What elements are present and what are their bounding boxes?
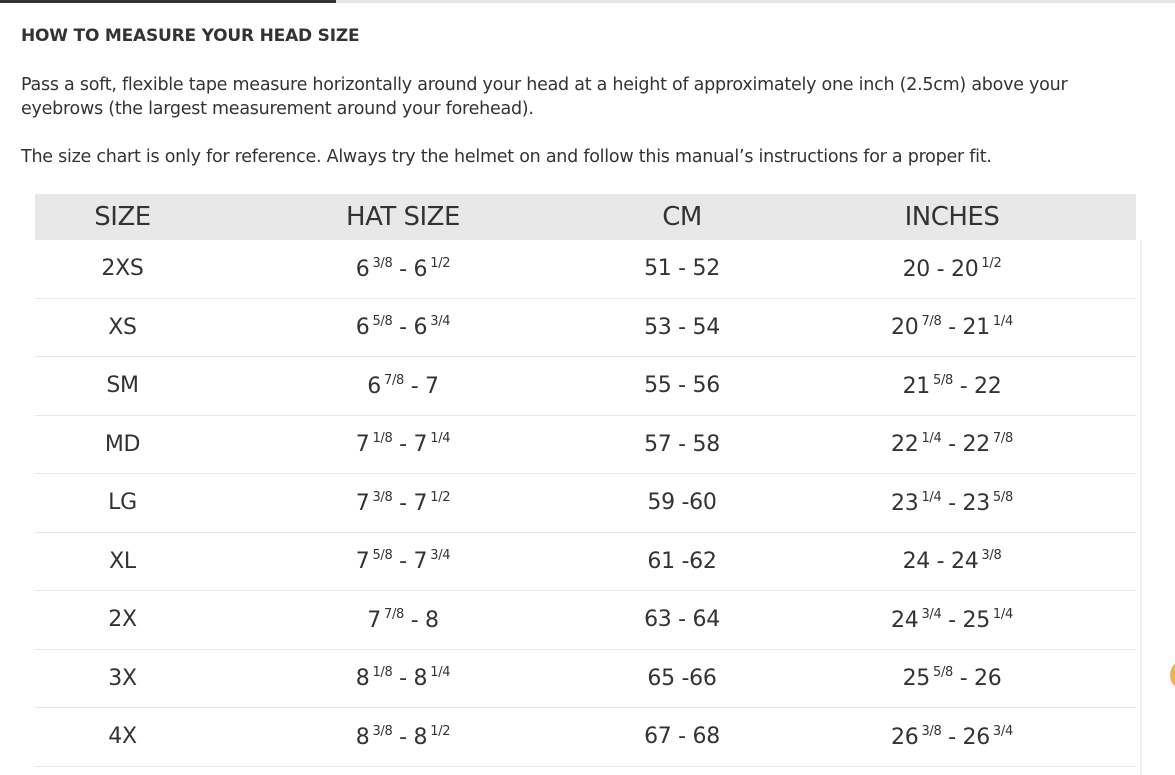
fraction: 5/8	[992, 489, 1013, 505]
cell-hat-size: 8 3/8 - 8 1/2	[210, 707, 596, 767]
cell-cm: 65 -66	[596, 649, 768, 708]
table-row: 3X 8 1/8 - 8 1/4 65 -66 25 5/8 - 26	[35, 649, 1136, 708]
cell-cm: 67 - 68	[596, 707, 768, 767]
size-disclaimer: The size chart is only for reference. Al…	[21, 147, 992, 167]
cell-hat-size: 7 7/8 - 8	[210, 590, 596, 650]
table-row: XS 6 5/8 - 6 3/4 53 - 54 20 7/8 - 21 1/4	[35, 298, 1136, 357]
cell-size: 2XS	[35, 240, 210, 299]
cell-inches: 20 7/8 - 21 1/4	[768, 298, 1136, 357]
cell-cm: 63 - 64	[596, 590, 768, 650]
cell-inches: 22 1/4 - 22 7/8	[768, 415, 1136, 474]
fraction: 1/2	[430, 255, 451, 271]
cell-cm: 51 - 52	[596, 240, 768, 299]
cell-cm: 53 - 54	[596, 298, 768, 357]
cell-inches: 26 3/8 - 26 3/4	[768, 707, 1136, 767]
fraction: 1/4	[992, 314, 1013, 330]
cell-cm: 55 - 56	[596, 356, 768, 416]
active-tab-indicator	[0, 0, 336, 3]
cell-size: 3X	[35, 649, 210, 708]
cell-size: LG	[35, 473, 210, 533]
fraction: 1/2	[430, 723, 451, 739]
cell-hat-size: 7 1/8 - 7 1/4	[210, 415, 596, 474]
cell-cm: 59 -60	[596, 473, 768, 533]
fraction: 5/8	[932, 372, 953, 388]
fraction: 1/4	[921, 489, 942, 505]
chat-widget-button[interactable]	[1170, 660, 1175, 690]
fraction: 5/8	[932, 665, 953, 681]
fraction: 3/4	[430, 314, 451, 330]
measure-instructions: Pass a soft, flexible tape measure horiz…	[21, 75, 1068, 119]
cell-cm: 61 -62	[596, 532, 768, 591]
cell-hat-size: 6 3/8 - 6 1/2	[210, 240, 596, 299]
fraction: 7/8	[992, 431, 1013, 447]
fraction: 3/8	[981, 548, 1002, 564]
table-row: 2XS 6 3/8 - 6 1/2 51 - 52 20 - 20 1/2	[35, 240, 1136, 299]
cell-hat-size: 7 5/8 - 7 3/4	[210, 532, 596, 591]
table-row: LG 7 3/8 - 7 1/2 59 -60 23 1/4 - 23 5/8	[35, 473, 1136, 533]
table-header-row: SIZE HAT SIZE CM INCHES	[35, 194, 1136, 240]
section-heading: HOW TO MEASURE YOUR HEAD SIZE	[21, 26, 360, 46]
cell-inches: 23 1/4 - 23 5/8	[768, 473, 1136, 533]
fraction: 1/8	[372, 431, 393, 447]
cell-inches: 25 5/8 - 26	[768, 649, 1136, 708]
cell-size: XS	[35, 298, 210, 357]
fraction: 3/4	[921, 606, 942, 622]
fraction: 1/8	[372, 665, 393, 681]
cell-hat-size: 8 1/8 - 8 1/4	[210, 649, 596, 708]
table-row: MD 7 1/8 - 7 1/4 57 - 58 22 1/4 - 22 7/8	[35, 415, 1136, 474]
cell-size: 2X	[35, 590, 210, 650]
fraction: 1/4	[430, 431, 451, 447]
cell-size: SM	[35, 356, 210, 416]
header-inches: INCHES	[768, 194, 1136, 240]
fraction: 1/4	[921, 431, 942, 447]
divider	[1140, 240, 1142, 775]
cell-inches: 20 - 20 1/2	[768, 240, 1136, 299]
fraction: 7/8	[383, 606, 404, 622]
fraction: 7/8	[921, 314, 942, 330]
fraction: 3/4	[430, 548, 451, 564]
cell-inches: 24 3/4 - 25 1/4	[768, 590, 1136, 650]
table-row: SM 6 7/8 - 7 55 - 56 21 5/8 - 22	[35, 356, 1136, 416]
cell-inches: 21 5/8 - 22	[768, 356, 1136, 416]
fraction: 1/2	[430, 489, 451, 505]
fraction: 7/8	[383, 372, 404, 388]
fraction: 5/8	[372, 548, 393, 564]
cell-size: MD	[35, 415, 210, 474]
cell-size: XL	[35, 532, 210, 591]
fraction: 3/8	[372, 489, 393, 505]
fraction: 1/4	[430, 665, 451, 681]
cell-hat-size: 6 5/8 - 6 3/4	[210, 298, 596, 357]
cell-hat-size: 7 3/8 - 7 1/2	[210, 473, 596, 533]
header-cm: CM	[596, 194, 768, 240]
cell-inches: 24 - 24 3/8	[768, 532, 1136, 591]
fraction: 3/8	[372, 255, 393, 271]
header-size: SIZE	[35, 194, 210, 240]
fraction: 5/8	[372, 314, 393, 330]
cell-cm: 57 - 58	[596, 415, 768, 474]
cell-hat-size: 6 7/8 - 7	[210, 356, 596, 416]
fraction: 3/8	[921, 723, 942, 739]
fraction: 1/4	[992, 606, 1013, 622]
table-row: 4X 8 3/8 - 8 1/2 67 - 68 26 3/8 - 26 3/4	[35, 707, 1136, 767]
fraction: 3/8	[372, 723, 393, 739]
tab-bar	[0, 0, 1175, 3]
header-hat-size: HAT SIZE	[210, 194, 596, 240]
table-row: 2X 7 7/8 - 8 63 - 64 24 3/4 - 25 1/4	[35, 590, 1136, 650]
fraction: 3/4	[992, 723, 1013, 739]
size-chart-table: SIZE HAT SIZE CM INCHES 2XS 6 3/8 - 6 1/2 51…	[35, 194, 1136, 767]
table-row: XL 7 5/8 - 7 3/4 61 -62 24 - 24 3/8	[35, 532, 1136, 591]
cell-size: 4X	[35, 707, 210, 767]
fraction: 1/2	[981, 255, 1002, 271]
